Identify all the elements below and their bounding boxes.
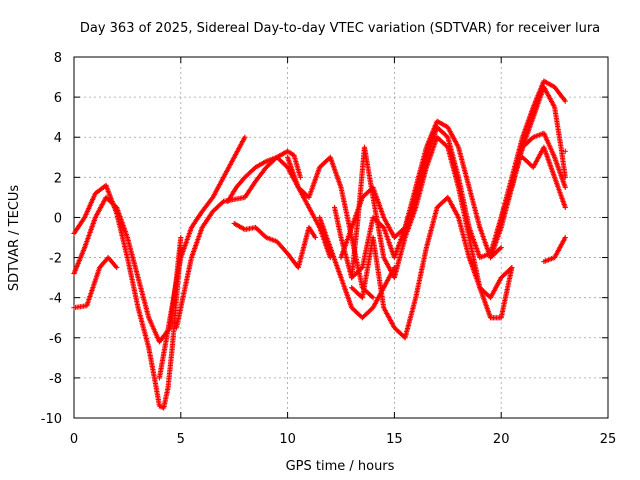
data-point: [242, 134, 248, 140]
y-tick-label: 6: [54, 91, 62, 106]
x-tick-label: 5: [177, 432, 185, 447]
y-tick-label: 2: [54, 171, 62, 186]
y-tick-label: -6: [49, 332, 62, 347]
y-tick-label: -4: [49, 292, 62, 307]
y-tick-label: 8: [54, 51, 62, 66]
x-tick-label: 15: [386, 432, 403, 447]
data-point: [562, 184, 568, 190]
y-tick-label: -2: [49, 252, 62, 267]
data-point: [178, 234, 184, 241]
chart-title: Day 363 of 2025, Sidereal Day-to-day VTE…: [80, 21, 600, 36]
x-tick-label: 10: [279, 432, 296, 447]
data-point: [370, 295, 376, 301]
plot-frame: [73, 56, 609, 419]
data-point: [509, 264, 515, 271]
y-axis: -10 -8 -6 -4 -2 0 2 4 6 8: [41, 51, 608, 427]
data-point: [562, 174, 568, 180]
data-points: [71, 78, 568, 411]
data-point: [562, 98, 568, 104]
data-point: [498, 244, 504, 251]
data-point: [312, 234, 318, 241]
data-point: [562, 204, 568, 211]
y-axis-label: SDTVAR / TECUs: [7, 185, 22, 292]
data-point: [562, 234, 568, 241]
data-point: [562, 148, 568, 154]
x-axis-label: GPS time / hours: [286, 459, 395, 474]
data-point: [114, 264, 120, 271]
y-tick-label: -10: [41, 412, 62, 427]
x-tick-label: 20: [493, 432, 510, 447]
x-tick-label: 0: [70, 432, 78, 447]
y-tick-label: 0: [54, 211, 62, 226]
y-tick-label: -8: [49, 372, 62, 387]
y-tick-label: 4: [54, 131, 62, 146]
x-tick-label: 25: [600, 432, 617, 447]
x-axis: 0 5 10 15 20 25: [70, 57, 616, 447]
data-point: [297, 174, 304, 180]
